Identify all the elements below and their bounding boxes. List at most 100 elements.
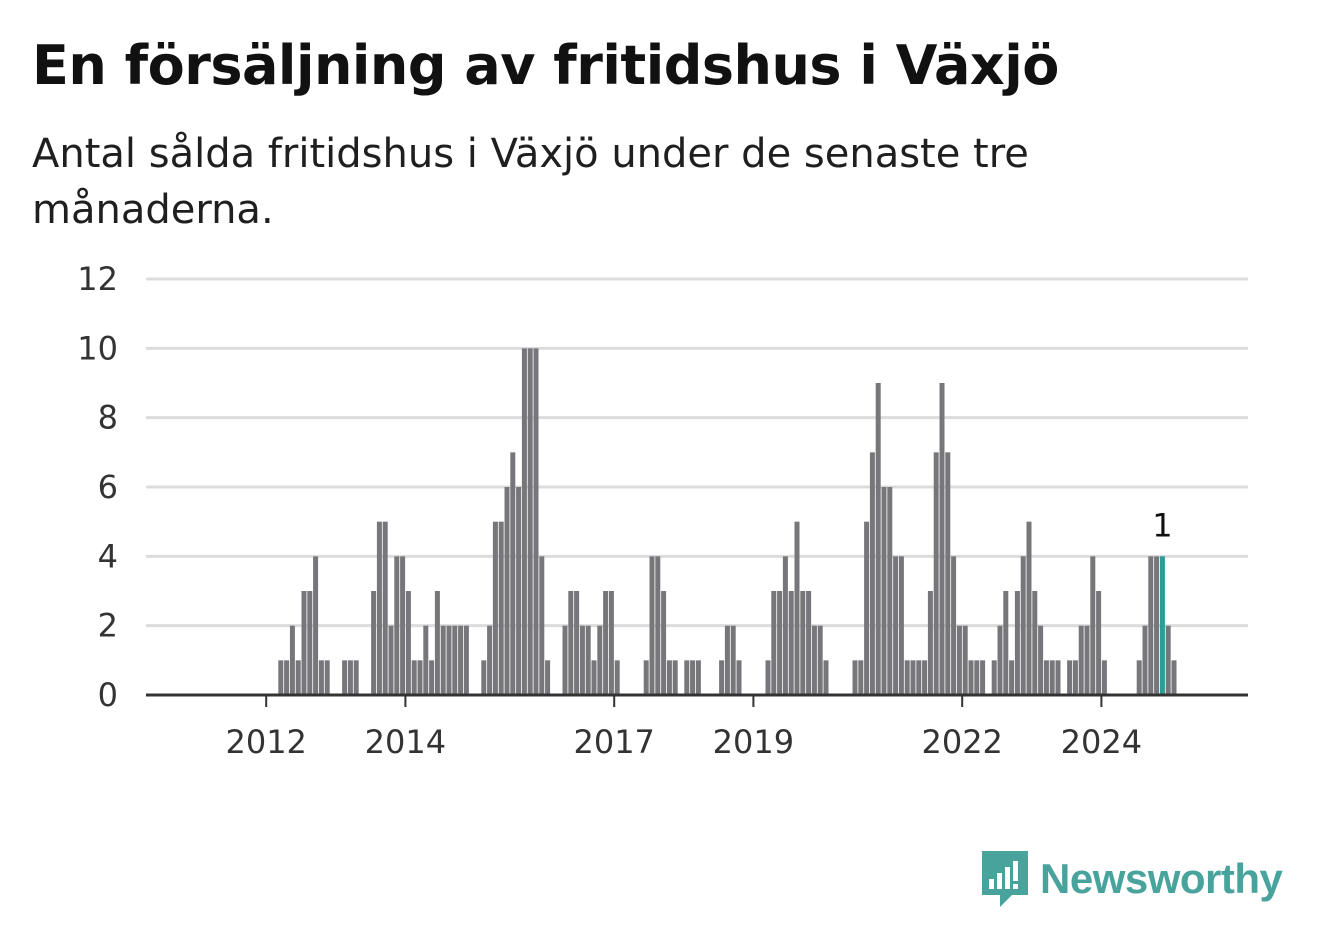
bar (922, 660, 928, 695)
bar (1009, 660, 1015, 695)
bar (487, 625, 493, 695)
bar (353, 660, 359, 695)
bar (1032, 591, 1038, 695)
bar (301, 591, 307, 695)
bar (579, 625, 585, 695)
bar (562, 625, 568, 695)
bar (1014, 591, 1020, 695)
bar (492, 521, 498, 695)
x-tick-label: 2024 (1061, 723, 1142, 761)
y-tick-label: 8 (98, 399, 118, 437)
bar (1055, 660, 1061, 695)
bar (516, 487, 522, 695)
bar (434, 591, 440, 695)
y-tick-label: 12 (77, 260, 118, 298)
bar (342, 660, 348, 695)
bar (1136, 660, 1142, 695)
bar (1043, 660, 1049, 695)
bar (951, 556, 957, 695)
bar (1026, 521, 1032, 695)
bar (875, 383, 881, 695)
bar (429, 660, 435, 695)
bar (400, 556, 406, 695)
bar (1003, 591, 1009, 695)
bar (289, 625, 295, 695)
bar (1148, 556, 1154, 695)
bar (974, 660, 980, 695)
axes: 0 2 4 6 8 10 12 2012 2014 2017 2019 2022 2024 1 (77, 260, 1248, 761)
bar (1020, 556, 1026, 695)
bar (980, 660, 986, 695)
bar (568, 591, 574, 695)
bar (968, 660, 974, 695)
x-tick-label: 2017 (573, 723, 654, 761)
bar (724, 625, 730, 695)
bar (504, 487, 510, 695)
bar (463, 625, 469, 695)
bar (591, 660, 597, 695)
bar (904, 660, 910, 695)
bar (371, 591, 377, 695)
y-tick-label: 2 (98, 607, 118, 645)
bar (684, 660, 690, 695)
bar (771, 591, 777, 695)
bar (1038, 625, 1044, 695)
bar (382, 521, 388, 695)
bar (927, 591, 933, 695)
bar (574, 591, 580, 695)
bar (284, 660, 290, 695)
bar (521, 348, 527, 695)
bar (481, 660, 487, 695)
bar (603, 591, 609, 695)
bar (1171, 660, 1177, 695)
bar (945, 452, 951, 695)
bar (585, 625, 591, 695)
bar (417, 660, 423, 695)
brand-name: Newsworthy (1040, 855, 1283, 902)
bar (782, 556, 788, 695)
x-tick-label: 2012 (225, 723, 306, 761)
bar (1049, 660, 1055, 695)
bar (666, 660, 672, 695)
bar (869, 452, 875, 695)
bar (498, 521, 504, 695)
bar (794, 521, 800, 695)
x-tick-label: 2014 (365, 723, 446, 761)
bar (800, 591, 806, 695)
bar (452, 625, 458, 695)
bar (318, 660, 324, 695)
bar (278, 660, 284, 695)
bar (690, 660, 696, 695)
y-tick-label: 4 (98, 537, 118, 575)
bar (1067, 660, 1073, 695)
x-tick-label: 2022 (921, 723, 1002, 761)
bar (956, 625, 962, 695)
chart-title: En försäljning av fritidshus i Växjö (32, 34, 1059, 97)
bar (806, 591, 812, 695)
bar (295, 660, 301, 695)
bar (893, 556, 899, 695)
bar (313, 556, 319, 695)
data-label: 1 (1152, 506, 1172, 544)
bar (614, 660, 620, 695)
bar (881, 487, 887, 695)
bar (852, 660, 858, 695)
bar (446, 625, 452, 695)
newsworthy-brand: Newsworthy (980, 848, 1283, 910)
bar (1084, 625, 1090, 695)
bar (533, 348, 539, 695)
bar (1078, 625, 1084, 695)
x-tick-label: 2019 (713, 723, 794, 761)
bar (887, 487, 893, 695)
bar (997, 625, 1003, 695)
bar (765, 660, 771, 695)
bar (347, 660, 353, 695)
bar (411, 660, 417, 695)
bar (510, 452, 516, 695)
bar (991, 660, 997, 695)
bar (939, 383, 945, 695)
bar (910, 660, 916, 695)
bar (649, 556, 655, 695)
bar (719, 660, 725, 695)
